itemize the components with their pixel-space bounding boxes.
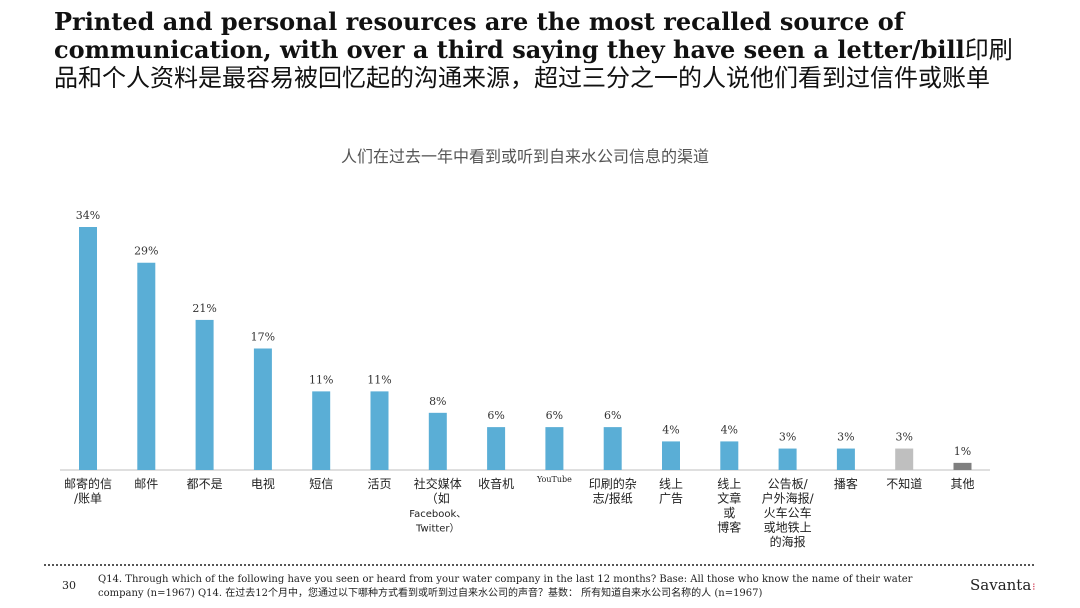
- category-label: 播客: [834, 476, 858, 491]
- bar: [428, 412, 447, 470]
- bar: [487, 427, 506, 470]
- category-label: Twitter）: [415, 523, 460, 535]
- category-label: 收音机: [478, 476, 514, 491]
- data-label: 6%: [604, 409, 621, 422]
- category-label: 印刷的杂: [589, 476, 637, 491]
- data-label: 11%: [367, 373, 391, 386]
- bar: [778, 448, 797, 470]
- bar: [195, 319, 214, 470]
- category-label: 其他: [950, 477, 974, 491]
- category-label: 公告板/: [768, 477, 809, 491]
- category-label: （如: [426, 491, 450, 506]
- data-label: 4%: [662, 423, 679, 436]
- slide-title: Printed and personal resources are the m…: [54, 7, 1034, 93]
- category-label: 或: [723, 506, 735, 520]
- bar: [312, 391, 331, 470]
- category-label: YouTube: [536, 475, 572, 484]
- logo-text: Savanta: [970, 576, 1032, 594]
- bar: [953, 462, 972, 470]
- category-label: 邮寄的信: [64, 476, 112, 491]
- bar: [370, 391, 389, 470]
- category-label: 短信: [309, 477, 333, 491]
- footer-divider: [44, 564, 1034, 566]
- bar: [545, 427, 564, 470]
- category-label: 社交媒体: [414, 476, 462, 491]
- bar: [253, 348, 272, 470]
- bar: [137, 262, 156, 470]
- data-label: 6%: [546, 409, 563, 422]
- bar: [79, 227, 97, 470]
- bar: [603, 427, 622, 470]
- category-label: 的海报: [770, 534, 806, 549]
- savanta-logo: Savanta⁝: [970, 576, 1035, 594]
- slide-title-english: Printed and personal resources are the m…: [54, 7, 965, 64]
- data-label: 1%: [954, 445, 971, 458]
- logo-mark: ⁝: [1032, 582, 1036, 593]
- category-label: 广告: [659, 492, 683, 506]
- data-label: 29%: [134, 245, 158, 258]
- category-label: 户外海报/: [762, 491, 815, 506]
- data-label: 34%: [76, 209, 100, 222]
- data-label: 6%: [487, 409, 504, 422]
- bar-chart: 34% 邮寄的信/账单 29% 邮件 21% 都不是 17% 电视 11% 短信 11% 活页 8% 社交…: [60, 209, 990, 549]
- data-label: 17%: [251, 331, 275, 344]
- category-label: 电视: [251, 476, 275, 491]
- data-label: 11%: [309, 373, 333, 386]
- bar: [836, 448, 855, 470]
- category-label: 活页: [367, 477, 391, 491]
- category-label: 不知道: [886, 477, 922, 491]
- category-label: 火车公车: [764, 505, 812, 520]
- slide-title-chinese: 印刷品和个人资料是最容易被回忆起的沟通来源，超过三分之一的人说他们看到过信件或账…: [54, 36, 1013, 92]
- category-label: 志/报纸: [593, 491, 633, 506]
- category-label: 线上: [659, 477, 683, 491]
- category-label: 文章: [717, 491, 741, 506]
- bar: [895, 448, 914, 470]
- data-label: 3%: [895, 431, 912, 444]
- chart-title: 人们在过去一年中看到或听到自来水公司信息的渠道: [340, 147, 709, 166]
- category-label: 线上: [717, 477, 741, 491]
- data-label: 3%: [779, 431, 796, 444]
- footnote: Q14. Through which of the following have…: [98, 574, 913, 599]
- category-label: 都不是: [187, 477, 223, 491]
- data-label: 8%: [429, 395, 446, 408]
- category-label: 邮件: [134, 477, 158, 491]
- category-label: 或地铁上: [764, 521, 812, 535]
- data-label: 3%: [837, 431, 854, 444]
- bar: [720, 441, 739, 470]
- page-number: 30: [62, 579, 76, 592]
- category-label: Facebook、: [409, 509, 466, 520]
- category-label: /账单: [74, 492, 102, 506]
- bar: [662, 441, 680, 470]
- data-label: 21%: [192, 302, 216, 315]
- category-label: 博客: [717, 520, 741, 535]
- data-label: 4%: [721, 423, 738, 436]
